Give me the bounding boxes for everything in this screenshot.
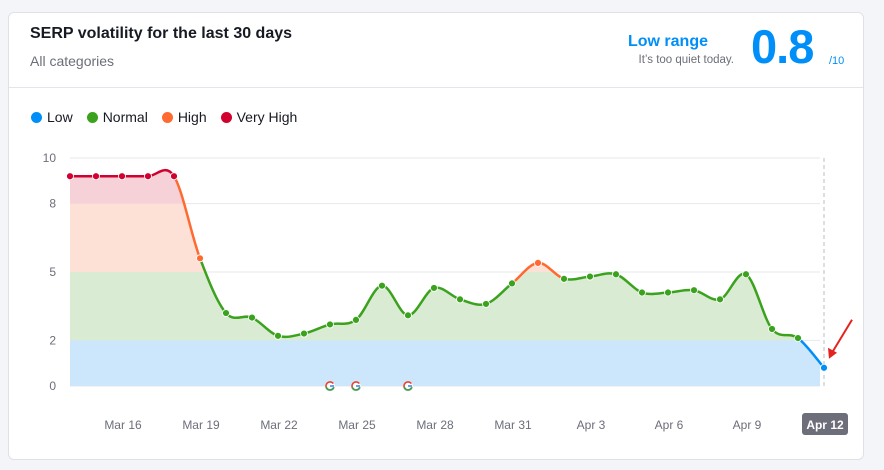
data-point[interactable] bbox=[144, 172, 152, 181]
legend-dot-icon bbox=[31, 111, 42, 123]
x-tick-label: Mar 28 bbox=[416, 418, 454, 432]
data-point[interactable] bbox=[664, 288, 672, 297]
current-date-badge bbox=[802, 413, 848, 435]
x-tick-label: Mar 19 bbox=[182, 418, 220, 432]
x-tick-label: Mar 22 bbox=[260, 418, 298, 432]
x-tick-label: Apr 12 bbox=[806, 418, 844, 432]
data-point[interactable] bbox=[690, 286, 698, 295]
data-point[interactable] bbox=[560, 274, 568, 283]
data-point[interactable] bbox=[66, 172, 74, 181]
legend-dot-icon bbox=[86, 111, 98, 123]
data-point[interactable] bbox=[456, 295, 464, 304]
data-point[interactable] bbox=[482, 300, 490, 308]
data-point[interactable] bbox=[326, 320, 334, 329]
legend-item-normal[interactable]: Normal bbox=[86, 109, 148, 125]
legend-dot-icon bbox=[161, 111, 173, 123]
y-tick-label: 10 bbox=[43, 151, 57, 165]
band-normal bbox=[70, 272, 820, 341]
score-max: /10 bbox=[829, 55, 845, 67]
data-point[interactable] bbox=[430, 284, 438, 292]
google-g-arc-icon bbox=[325, 386, 335, 391]
data-point[interactable] bbox=[274, 331, 282, 340]
data-point[interactable] bbox=[534, 258, 542, 267]
y-tick-label: 0 bbox=[49, 379, 56, 393]
data-point[interactable] bbox=[196, 254, 204, 263]
legend-item-high[interactable]: High bbox=[161, 109, 207, 125]
x-tick-label: Mar 16 bbox=[104, 418, 142, 432]
series-line-segment bbox=[172, 174, 202, 260]
band-high bbox=[70, 203, 820, 272]
y-tick-label: 8 bbox=[49, 197, 56, 211]
data-point[interactable] bbox=[768, 325, 776, 333]
data-point[interactable] bbox=[638, 288, 646, 297]
band-low bbox=[70, 340, 820, 386]
annotation-arrow-icon bbox=[831, 319, 853, 354]
legend-label: High bbox=[177, 109, 207, 125]
data-point[interactable] bbox=[794, 334, 802, 343]
category-subtitle[interactable]: All categories bbox=[30, 53, 115, 69]
legend-label: Normal bbox=[102, 109, 148, 125]
data-point[interactable] bbox=[716, 295, 724, 304]
x-tick-label: Apr 6 bbox=[655, 418, 684, 432]
data-point[interactable] bbox=[508, 279, 516, 288]
legend-label: Very High bbox=[236, 109, 298, 125]
data-point[interactable] bbox=[742, 270, 750, 279]
chart-legend: Low Normal High Very High bbox=[31, 109, 297, 125]
annotation-arrowhead-icon bbox=[828, 347, 837, 359]
data-point[interactable] bbox=[404, 311, 412, 320]
legend-item-very-high[interactable]: Very High bbox=[220, 109, 298, 125]
data-point[interactable] bbox=[248, 313, 256, 322]
y-tick-label: 2 bbox=[49, 333, 56, 347]
data-point[interactable] bbox=[222, 309, 230, 317]
data-point[interactable] bbox=[612, 270, 620, 279]
volatility-score: 0.8 bbox=[751, 20, 814, 73]
x-tick-label: Apr 3 bbox=[577, 418, 606, 432]
data-point[interactable] bbox=[118, 172, 126, 181]
y-tick-label: 5 bbox=[49, 265, 56, 279]
x-tick-label: Mar 31 bbox=[494, 418, 532, 432]
header-divider bbox=[9, 87, 863, 88]
series-line-segment bbox=[640, 291, 670, 296]
card-title: SERP volatility for the last 30 days bbox=[30, 25, 293, 42]
x-tick-label: Apr 9 bbox=[733, 418, 762, 432]
google-g-arc-icon bbox=[403, 386, 413, 391]
data-point[interactable] bbox=[92, 172, 100, 181]
data-point[interactable] bbox=[170, 172, 178, 181]
data-point[interactable] bbox=[378, 281, 386, 290]
google-g-arc-icon bbox=[351, 386, 361, 391]
legend-dot-icon bbox=[220, 111, 232, 123]
series-line-segment bbox=[224, 311, 254, 320]
legend-item-low[interactable]: Low bbox=[31, 109, 73, 125]
range-description: It’s too quiet today. bbox=[638, 54, 734, 66]
legend-label: Low bbox=[47, 109, 73, 125]
data-point[interactable] bbox=[586, 272, 594, 281]
data-point[interactable] bbox=[820, 363, 828, 372]
x-tick-label: Mar 25 bbox=[338, 418, 376, 432]
range-label: Low range bbox=[627, 33, 708, 50]
data-point[interactable] bbox=[352, 315, 360, 324]
data-point[interactable] bbox=[300, 329, 308, 338]
